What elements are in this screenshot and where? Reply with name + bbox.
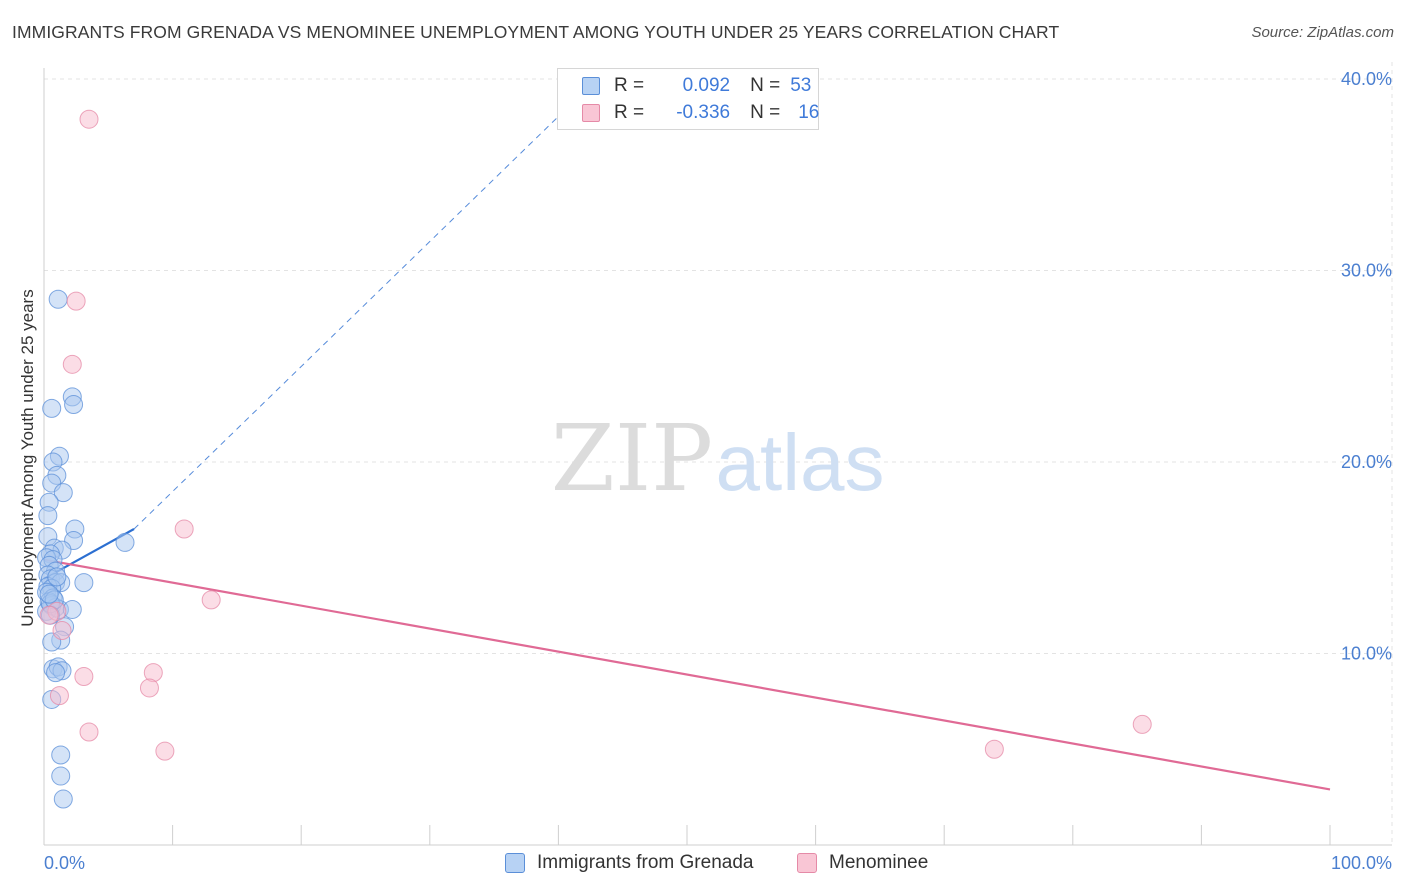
y-tick-label: 10.0% <box>1341 644 1392 664</box>
legend-r-label: R = <box>614 75 645 96</box>
legend-item-menominee: Menominee <box>797 852 928 874</box>
data-point-menominee <box>79 722 99 742</box>
data-point-grenada <box>115 532 135 552</box>
legend-n-value: 53 <box>790 75 812 96</box>
y-tick-label: 40.0% <box>1341 69 1392 89</box>
correlation-legend: R = 0.092 N = 53 R = -0.336 N = 16 <box>557 68 819 130</box>
y-axis-label: Unemployment Among Youth under 25 years <box>18 289 37 627</box>
watermark-atlas: atlas <box>716 418 885 507</box>
y-tick-label: 20.0% <box>1341 452 1392 472</box>
legend-r-label: R = <box>614 102 645 123</box>
legend-n-label: N = <box>750 75 781 96</box>
data-point-grenada <box>53 483 73 503</box>
tick-labels: 10.0% 20.0% 30.0% 40.0% 0.0% 100.0% <box>44 69 1392 873</box>
data-point-menominee <box>139 678 159 698</box>
chart-title: IMMIGRANTS FROM GRENADA VS MENOMINEE UNE… <box>12 22 1060 42</box>
data-point-grenada <box>51 745 71 765</box>
legend-n-label: N = <box>750 102 781 123</box>
data-point-grenada <box>51 766 71 786</box>
x-tick-label: 0.0% <box>44 853 85 873</box>
data-point-menominee <box>79 109 99 129</box>
data-point-grenada <box>39 584 59 604</box>
trend-line-menominee <box>43 558 1331 791</box>
data-point-grenada <box>64 395 84 415</box>
data-point-grenada <box>48 289 68 309</box>
watermark-zip: ZIP <box>551 405 713 512</box>
data-point-grenada <box>46 663 66 683</box>
legend-swatch-grenada <box>505 853 525 873</box>
x-tick-label: 100.0% <box>1331 853 1392 873</box>
data-point-grenada <box>53 789 73 809</box>
legend-label-grenada: Immigrants from Grenada <box>537 852 754 873</box>
data-point-menominee <box>201 590 221 610</box>
series-legend: Immigrants from Grenada Menominee <box>0 852 1406 878</box>
data-point-grenada <box>38 506 58 526</box>
legend-r-value: 0.092 <box>682 75 731 96</box>
legend-item-grenada: Immigrants from Grenada <box>505 852 753 874</box>
legend-row-grenada: R = 0.092 N = 53 <box>558 73 811 99</box>
data-point-menominee <box>174 519 194 539</box>
watermark: ZIP atlas <box>551 405 885 512</box>
data-point-menominee <box>74 666 94 686</box>
data-point-menominee <box>155 741 175 761</box>
trend-line-grenada <box>133 78 598 530</box>
legend-swatch-menominee <box>797 853 817 873</box>
legend-row-menominee: R = -0.336 N = 16 <box>558 100 819 126</box>
data-point-menominee <box>984 739 1004 759</box>
data-point-grenada <box>74 573 94 593</box>
legend-swatch-grenada <box>582 77 600 95</box>
data-point-menominee <box>62 354 82 374</box>
legend-r-value: -0.336 <box>676 102 731 123</box>
data-point-menominee <box>66 291 86 311</box>
data-point-menominee <box>49 686 69 706</box>
data-point-menominee <box>1132 714 1152 734</box>
data-points <box>37 109 1152 809</box>
grid-layer <box>44 62 1393 845</box>
source-credit: Source: ZipAtlas.com <box>1251 24 1394 41</box>
data-point-menominee <box>39 605 59 625</box>
axis-layer <box>43 68 1392 846</box>
legend-swatch-menominee <box>582 104 600 122</box>
legend-label-menominee: Menominee <box>829 852 929 873</box>
legend-n-value: 16 <box>798 102 820 123</box>
data-point-menominee <box>52 621 72 641</box>
data-point-grenada <box>47 567 67 587</box>
data-point-grenada <box>42 398 62 418</box>
y-tick-label: 30.0% <box>1341 261 1392 281</box>
